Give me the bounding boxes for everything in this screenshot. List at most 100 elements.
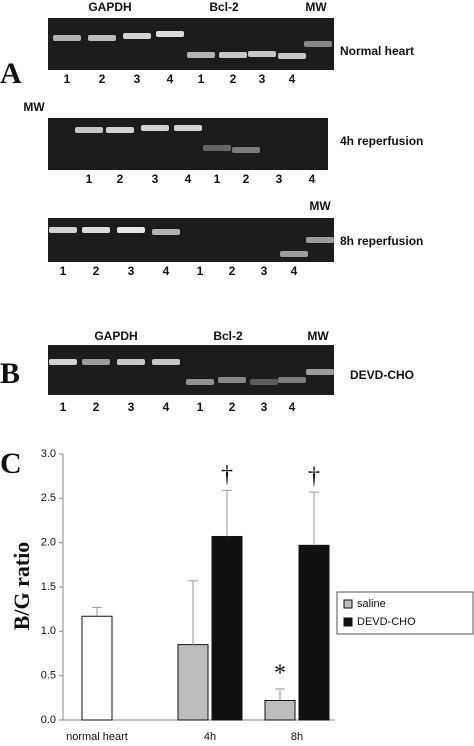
y-tick-label: 2.0 bbox=[41, 537, 56, 549]
gel-band bbox=[75, 127, 103, 133]
legend-label: saline bbox=[357, 598, 386, 610]
gel-header: Bcl-2 bbox=[209, 0, 239, 14]
gel-band bbox=[248, 51, 276, 57]
gel-band bbox=[49, 359, 77, 365]
lane-number: 2 bbox=[93, 264, 100, 278]
gel-band bbox=[186, 379, 214, 385]
gel-band bbox=[218, 377, 246, 383]
gel-label: 4h reperfusion bbox=[340, 134, 423, 148]
gel-band bbox=[306, 369, 334, 375]
gel-band bbox=[187, 52, 215, 58]
y-tick-label: 1.5 bbox=[41, 581, 56, 593]
y-tick-label: 3.0 bbox=[41, 448, 56, 460]
lane-number: 1 bbox=[86, 172, 93, 186]
lane-number: 3 bbox=[261, 400, 268, 414]
lane-number: 3 bbox=[276, 172, 283, 186]
bar bbox=[211, 535, 243, 721]
lane-number: 1 bbox=[60, 264, 67, 278]
legend-swatch bbox=[343, 617, 353, 627]
gel-header: GAPDH bbox=[94, 329, 137, 343]
gel-band bbox=[82, 359, 110, 365]
lane-number: 2 bbox=[93, 400, 100, 414]
gel-band bbox=[174, 125, 202, 131]
lane-number: 2 bbox=[117, 172, 124, 186]
lane-number: 4 bbox=[163, 400, 170, 414]
annotation: * bbox=[274, 660, 286, 686]
lane-number: 4 bbox=[291, 264, 298, 278]
x-tick-label: normal heart bbox=[66, 731, 128, 743]
legend-box bbox=[336, 591, 474, 635]
gel-band bbox=[306, 237, 334, 243]
lane-number: 2 bbox=[243, 172, 250, 186]
annotation: † bbox=[221, 462, 233, 488]
lane-number: 3 bbox=[152, 172, 159, 186]
bar bbox=[264, 699, 296, 721]
lane-number: 3 bbox=[128, 264, 135, 278]
lane-number: 4 bbox=[289, 400, 296, 414]
lane-number: 3 bbox=[134, 72, 141, 86]
y-axis-label: B/G ratio bbox=[9, 542, 34, 631]
lane-number: 1 bbox=[64, 72, 71, 86]
lane-number: 2 bbox=[99, 72, 106, 86]
lane-number: 4 bbox=[289, 72, 296, 86]
lane-number: 1 bbox=[60, 400, 67, 414]
bar bbox=[177, 644, 209, 721]
gel-label: DEVD-CHO bbox=[350, 368, 414, 382]
gel-band bbox=[106, 127, 134, 133]
annotation: † bbox=[308, 464, 320, 490]
gel-image bbox=[48, 345, 334, 395]
lane-number: 4 bbox=[167, 72, 174, 86]
gel-band bbox=[152, 359, 180, 365]
x-tick-label: 4h bbox=[204, 731, 216, 743]
gel-band bbox=[88, 35, 116, 41]
gel-band bbox=[141, 125, 169, 131]
lane-number: 1 bbox=[198, 72, 205, 86]
gel-header: Bcl-2 bbox=[213, 329, 243, 343]
gel-label: Normal heart bbox=[340, 44, 414, 58]
gel-band bbox=[117, 359, 145, 365]
gel-header: MW bbox=[305, 0, 327, 14]
gel-band bbox=[278, 53, 306, 59]
lane-number: 4 bbox=[163, 264, 170, 278]
lane-number: 1 bbox=[197, 400, 204, 414]
gel-image bbox=[48, 18, 334, 70]
lane-number: 1 bbox=[214, 172, 221, 186]
gel-band bbox=[82, 227, 110, 233]
y-tick-label: 0.0 bbox=[41, 714, 56, 726]
bar bbox=[81, 615, 113, 721]
gel-band bbox=[280, 251, 308, 257]
gel-band bbox=[304, 41, 332, 47]
y-tick-label: 2.5 bbox=[41, 492, 56, 504]
gel-band bbox=[250, 379, 278, 385]
lane-number: 2 bbox=[230, 72, 237, 86]
gel-band bbox=[123, 33, 151, 39]
y-tick-label: 1.0 bbox=[41, 625, 56, 637]
panel-letter: A bbox=[0, 57, 22, 90]
lane-number: 2 bbox=[229, 400, 236, 414]
gel-band bbox=[278, 377, 306, 383]
lane-number: 3 bbox=[261, 264, 268, 278]
lane-number: 2 bbox=[229, 264, 236, 278]
gel-header: GAPDH bbox=[88, 0, 131, 14]
lane-number: 3 bbox=[128, 400, 135, 414]
gel-band bbox=[219, 52, 247, 58]
gel-header: MW bbox=[307, 329, 329, 343]
gel-header: MW bbox=[309, 199, 331, 213]
lane-number: 1 bbox=[197, 264, 204, 278]
gel-band bbox=[232, 147, 260, 153]
gel-header: MW bbox=[23, 100, 45, 114]
gel-band bbox=[152, 229, 180, 235]
x-tick-label: 8h bbox=[291, 731, 303, 743]
gel-band bbox=[49, 227, 77, 233]
gel-band bbox=[156, 31, 184, 37]
gel-band bbox=[53, 35, 81, 41]
lane-number: 4 bbox=[185, 172, 192, 186]
y-tick-label: 0.5 bbox=[41, 670, 56, 682]
gel-band bbox=[203, 145, 231, 151]
bar bbox=[298, 544, 330, 721]
panel-letter: B bbox=[0, 357, 20, 390]
gel-band bbox=[117, 227, 145, 233]
gel-label: 8h reperfusion bbox=[340, 234, 423, 248]
lane-number: 3 bbox=[259, 72, 266, 86]
